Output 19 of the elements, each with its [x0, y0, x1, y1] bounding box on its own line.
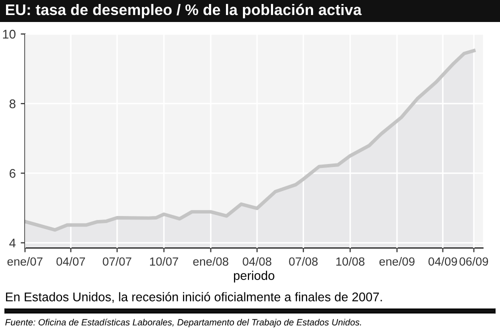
y-tick-label: 6 — [10, 168, 16, 178]
x-tick-label: 06/09 — [460, 257, 488, 266]
chart-title: EU: tasa de desempleo / % de la población activa — [6, 4, 362, 18]
x-tick-label: 04/08 — [242, 257, 272, 266]
x-axis-title: periodo — [234, 270, 274, 282]
x-tick-label: ene/07 — [7, 257, 42, 266]
x-tick-label: 04/07 — [56, 257, 85, 266]
y-tick-label: 8 — [10, 99, 16, 108]
y-tick-label: 4 — [9, 238, 16, 248]
y-tick-label: 10 — [3, 30, 16, 39]
source-note: Fuente: Oficina de Estadísticas Laborales, Departamento del Trabajo de Estados Unidos. — [5, 318, 362, 328]
x-tick-label: 07/08 — [289, 257, 318, 266]
x-tick-label: ene/09 — [379, 257, 414, 266]
x-tick-label: 07/07 — [102, 257, 132, 266]
x-tick-label: 10/07 — [150, 257, 178, 266]
text: En Estados Unidos, la recesión inició oficialmente a finales de 2007. — [6, 292, 382, 303]
x-tick-label: 04/09 — [428, 257, 458, 266]
x-tick-label: 10/08 — [336, 257, 364, 266]
x-tick-label: ene/08 — [193, 257, 228, 266]
